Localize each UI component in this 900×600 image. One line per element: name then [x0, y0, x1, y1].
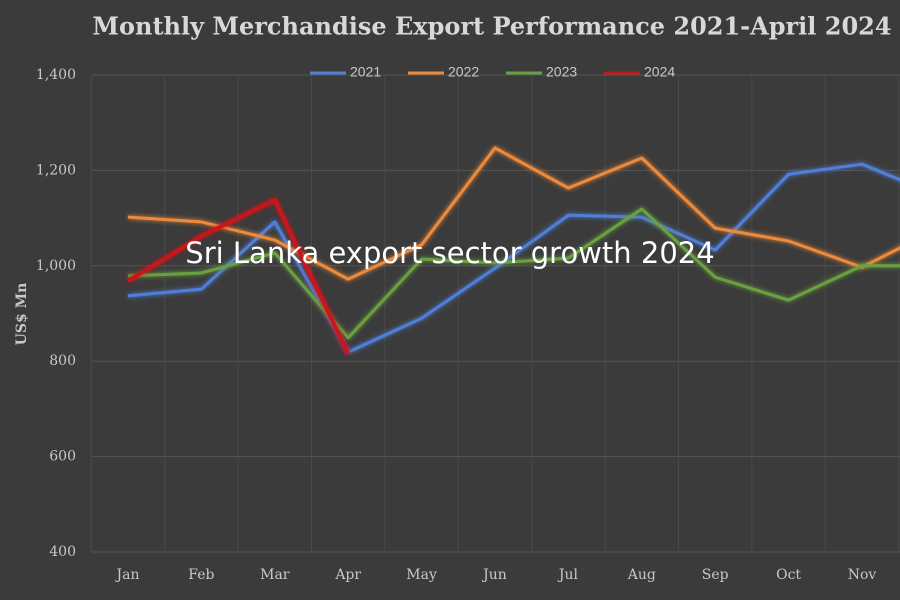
annotation: Sri Lanka export sector growth 2024 [185, 236, 714, 270]
y-tick-label: 600 [49, 449, 76, 465]
y-tick-label: 1,000 [36, 258, 76, 274]
x-tick-label: Aug [627, 567, 656, 583]
x-tick-label: Jul [557, 567, 579, 583]
x-tick-label: Oct [776, 567, 801, 583]
x-tick-label: Mar [260, 567, 290, 583]
y-tick-label: 400 [49, 544, 76, 560]
x-tick-label: Jun [481, 567, 507, 583]
x-tick-label: May [406, 567, 437, 583]
x-tick-label: Sep [702, 567, 729, 583]
chart-title: Monthly Merchandise Export Performance 2… [92, 12, 891, 41]
y-axis-label: US$ Mn [14, 283, 30, 346]
legend-label: 2023 [546, 64, 577, 80]
y-tick-label: 1,400 [36, 67, 76, 83]
x-tick-label: Nov [848, 567, 877, 583]
legend-label: 2024 [644, 64, 675, 80]
legend-label: 2022 [448, 64, 479, 80]
series-line [127, 162, 900, 354]
x-tick-label: Jan [115, 567, 140, 583]
series-line [127, 207, 900, 340]
y-tick-label: 800 [49, 353, 76, 369]
series-line [126, 197, 351, 355]
x-tick-label: Feb [188, 567, 214, 583]
y-tick-label: 1,200 [36, 162, 76, 178]
x-tick-label: Apr [334, 567, 361, 583]
series-line [127, 146, 900, 281]
legend-label: 2021 [350, 64, 381, 80]
